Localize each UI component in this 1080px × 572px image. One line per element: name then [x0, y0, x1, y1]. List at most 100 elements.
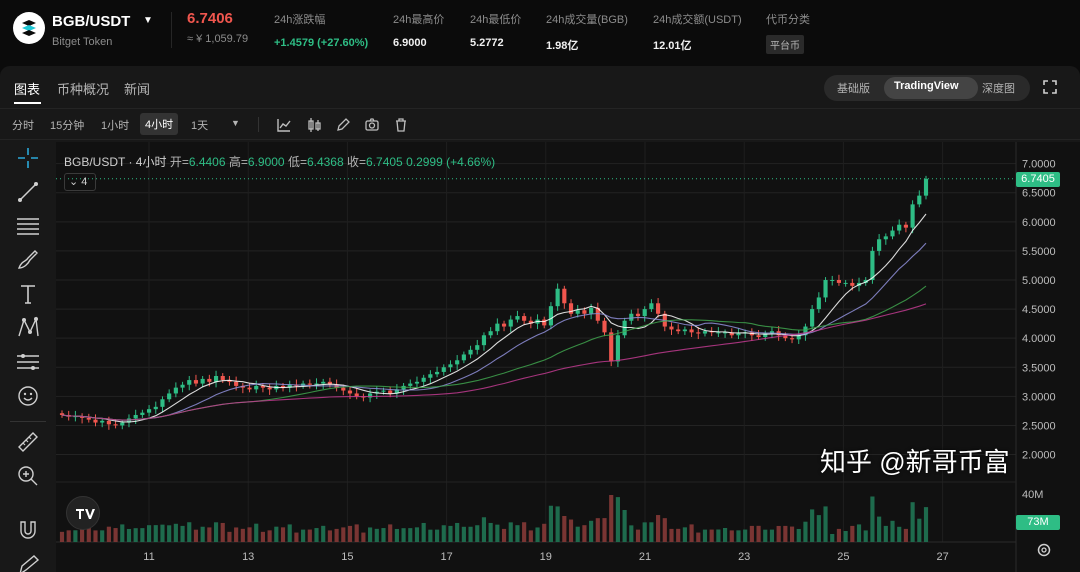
candle-body	[729, 332, 734, 336]
zoom-in-icon[interactable]	[14, 462, 42, 490]
volume-bar	[220, 522, 225, 542]
candle-body	[615, 335, 620, 362]
volume-bar	[823, 506, 828, 542]
view-depth[interactable]: 深度图	[982, 83, 1015, 95]
candle-body	[796, 335, 801, 340]
candle-body	[394, 389, 399, 394]
view-basic[interactable]: 基础版	[837, 83, 870, 95]
volume-bar	[334, 528, 339, 542]
candle-body	[716, 332, 721, 334]
volume-bar	[783, 525, 788, 542]
settings-gear-icon[interactable]	[1036, 542, 1052, 558]
candle-body	[642, 309, 647, 317]
indicators-collapse-button[interactable]: ⌄ 4	[64, 173, 96, 191]
crosshair-icon[interactable]	[14, 144, 42, 172]
volume-bar	[702, 529, 708, 542]
volume-bar	[120, 524, 125, 542]
volume-bar	[816, 515, 821, 542]
volume-bar	[789, 526, 795, 542]
tf-15m[interactable]: 15分钟	[50, 120, 85, 132]
candle-body	[488, 331, 493, 336]
volume-bar	[810, 509, 815, 542]
stat-value: 6.9000	[393, 37, 427, 49]
candle-body	[73, 416, 78, 418]
volume-bar	[361, 532, 366, 542]
pair-name[interactable]: BGB/USDT	[52, 13, 131, 30]
view-tradingview[interactable]: TradingView	[894, 80, 959, 92]
camera-icon[interactable]	[364, 117, 380, 133]
tf-more-caret-icon[interactable]: ▼	[231, 118, 240, 128]
stat-label: 24h成交量(BGB)	[546, 14, 628, 26]
tf-1h[interactable]: 1小时	[101, 120, 130, 132]
candle-body	[280, 385, 286, 388]
category-tag[interactable]: 平台币	[766, 35, 804, 54]
trendline-icon[interactable]	[14, 178, 42, 206]
lock-drawings-icon[interactable]	[14, 552, 42, 572]
tab-chart[interactable]: 图表	[14, 82, 41, 97]
volume-bar	[274, 526, 279, 542]
x-tick-label: 21	[639, 551, 651, 563]
volume-bar	[381, 528, 386, 542]
y-tick-label: 6.5000	[1022, 188, 1056, 200]
tab-news[interactable]: 新闻	[124, 82, 151, 97]
volume-bar	[629, 525, 634, 542]
candle-body	[461, 354, 466, 361]
volume-bar	[247, 527, 252, 542]
indicators-icon[interactable]	[276, 117, 292, 133]
y-tick-label: 5.0000	[1022, 275, 1056, 287]
stat-24h-volume: 24h成交量(BGB) 1.98亿	[546, 11, 628, 53]
candle-body	[823, 280, 828, 298]
text-tool-icon[interactable]	[14, 280, 42, 308]
volume-bar	[59, 531, 65, 542]
candle-body	[341, 387, 346, 391]
candle-body	[830, 280, 835, 281]
candle-body	[80, 416, 85, 418]
tf-4h[interactable]: 4小时	[140, 113, 179, 135]
y-tick-label: 3.5000	[1022, 362, 1056, 374]
fullscreen-icon[interactable]	[1042, 79, 1058, 95]
fib-lines-icon[interactable]	[14, 212, 42, 240]
volume-bar	[910, 502, 915, 542]
candlestick-chart[interactable]: 7.0000 6.5000 6.0000 5.5000 5.0000 4.5000 4.00…	[56, 142, 1080, 572]
emoji-icon[interactable]	[14, 382, 42, 410]
candle-body	[347, 390, 353, 394]
current-price-label: 6.7405	[1016, 171, 1060, 187]
magnet-icon[interactable]	[14, 516, 42, 544]
trash-icon[interactable]	[393, 117, 409, 133]
volume-bar	[394, 528, 399, 542]
volume-bar	[562, 516, 567, 542]
pattern-icon[interactable]	[14, 314, 42, 342]
volume-bar	[656, 515, 661, 542]
volume-bar	[836, 528, 842, 542]
tf-time[interactable]: 分时	[12, 120, 34, 132]
toolbar-divider	[258, 117, 259, 132]
tradingview-logo[interactable]	[66, 496, 100, 530]
volume-bar	[414, 527, 420, 542]
volume-bar	[923, 507, 929, 542]
candle-body	[59, 413, 65, 415]
tab-overview[interactable]: 币种概况	[57, 82, 110, 97]
bgb-coin-logo	[13, 12, 45, 44]
candle-body	[354, 393, 359, 397]
tf-1d[interactable]: 1天	[191, 120, 209, 132]
candle-body	[180, 384, 185, 388]
stat-label: 24h成交额(USDT)	[653, 14, 742, 26]
candle-body	[455, 360, 460, 365]
volume-bar	[294, 532, 299, 542]
candle-body	[682, 329, 687, 332]
candle-type-icon[interactable]	[306, 117, 322, 133]
candle-body	[923, 178, 929, 196]
projection-icon[interactable]	[14, 348, 42, 376]
volume-bar	[341, 527, 346, 542]
candle-body	[548, 306, 554, 326]
candle-body	[327, 381, 332, 385]
volume-bar	[856, 524, 862, 542]
draw-pencil-icon[interactable]	[335, 117, 351, 133]
candle-body	[220, 376, 225, 381]
ruler-icon[interactable]	[14, 428, 42, 456]
volume-bar	[669, 528, 674, 542]
volume-bar	[615, 497, 620, 542]
pair-dropdown-icon[interactable]: ▼	[143, 15, 153, 26]
volume-bar	[877, 516, 882, 542]
brush-icon[interactable]	[14, 246, 42, 274]
